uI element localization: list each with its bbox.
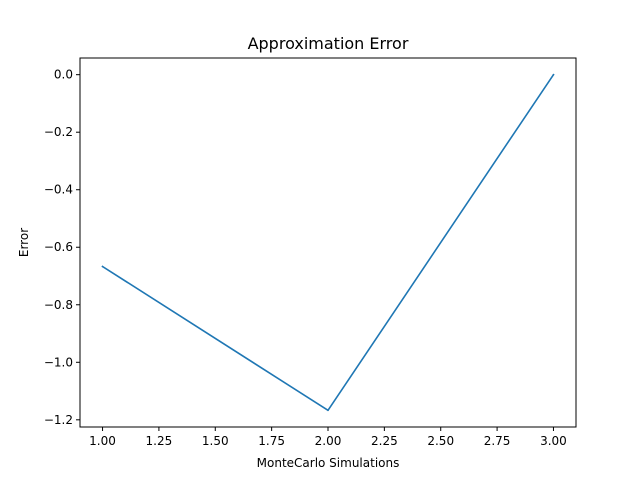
y-axis-label: Error: [17, 228, 31, 257]
x-tick-label: 1.25: [146, 434, 173, 448]
y-tick-label: 0.0: [54, 68, 73, 82]
x-tick-label: 3.00: [540, 434, 567, 448]
x-tick-label: 2.25: [371, 434, 398, 448]
y-tick-label: −0.2: [44, 125, 73, 139]
data-point: [327, 409, 329, 412]
y-tick-label: −1.2: [44, 413, 73, 427]
data-point: [101, 265, 104, 268]
axes-frame: [79, 57, 577, 428]
x-tick-label: 2.50: [427, 434, 454, 448]
y-axis: 0.0 −0.2 −0.4 −0.6 −0.8 −1.0 −1.2: [44, 68, 80, 427]
y-tick-label: −0.6: [44, 240, 73, 254]
x-axis: 1.00 1.25 1.50 1.75 2.00 2.25 2.50 2.75 3.00: [89, 427, 567, 448]
x-tick-label: 2.75: [484, 434, 511, 448]
data-point: [552, 73, 555, 76]
y-tick-label: −1.0: [44, 355, 73, 369]
x-tick-label: 1.00: [89, 434, 116, 448]
chart-title: Approximation Error: [248, 34, 409, 53]
x-axis-label: MonteCarlo Simulations: [257, 456, 400, 470]
plot-area: [101, 73, 555, 412]
series-line: [101, 73, 555, 412]
x-tick-label: 1.50: [202, 434, 229, 448]
x-tick-label: 1.75: [258, 434, 285, 448]
y-tick-label: −0.4: [44, 183, 73, 197]
x-tick-label: 2.00: [315, 434, 342, 448]
y-tick-label: −0.8: [44, 298, 73, 312]
